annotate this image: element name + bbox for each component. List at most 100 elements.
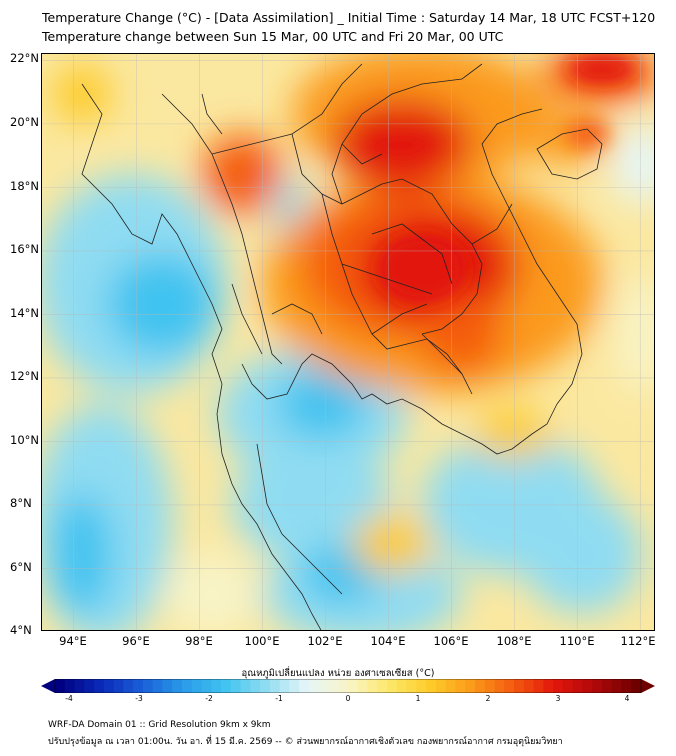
lon-label: 112°E (620, 634, 656, 648)
lat-label: 20°N (10, 115, 39, 129)
colorbar-cell (474, 679, 486, 693)
footer-credit: ปรับปรุงข้อมูล ณ เวลา 01:00น. วัน อา. ที… (48, 737, 563, 747)
colorbar-cell (279, 679, 290, 693)
colorbar-cell (631, 679, 642, 693)
colorbar-cell (162, 679, 173, 693)
map-title: Temperature Change (°C) - [Data Assimila… (42, 10, 656, 25)
colorbar-cell (514, 679, 525, 693)
colorbar (41, 679, 655, 693)
colorbar-cell (328, 679, 339, 693)
lon-label: 98°E (185, 634, 213, 648)
colorbar-cell (181, 679, 193, 693)
colorbar-cell (387, 679, 398, 693)
colorbar-cell (308, 679, 320, 693)
colorbar-cell (562, 679, 574, 693)
lon-label: 102°E (307, 634, 343, 648)
temperature-change-map (41, 53, 655, 631)
colorbar-cell (465, 679, 476, 693)
colorbar-cell (435, 679, 447, 693)
colorbar-cell (289, 679, 300, 693)
colorbar-max-arrow (641, 679, 655, 693)
coastlines-and-borders (81, 63, 603, 630)
colorbar-cell (142, 679, 154, 693)
colorbar-cell (582, 679, 593, 693)
colorbar-cell (74, 679, 85, 693)
temperature-field (42, 54, 654, 630)
colorbar-cell (396, 679, 408, 693)
colorbar-cell (269, 679, 281, 693)
colorbar-cell (211, 679, 222, 693)
colorbar-cell (103, 679, 115, 693)
lon-label: 104°E (370, 634, 406, 648)
colorbar-cell (445, 679, 456, 693)
colorbar-tick: -4 (65, 694, 73, 703)
colorbar-tick: -1 (275, 694, 283, 703)
lon-label: 106°E (433, 634, 469, 648)
lat-label: 18°N (10, 179, 39, 193)
map-canvas (42, 54, 654, 630)
colorbar-cell (230, 679, 242, 693)
colorbar-cell (533, 679, 544, 693)
lon-label: 96°E (122, 634, 150, 648)
temperature-peaks (377, 54, 637, 304)
colorbar-cell (201, 679, 212, 693)
gridlines (42, 54, 654, 630)
colorbar-cell (260, 679, 271, 693)
lat-label: 10°N (10, 433, 39, 447)
colorbar-cell (377, 679, 388, 693)
lon-label: 100°E (244, 634, 280, 648)
colorbar-cell (426, 679, 437, 693)
lon-label: 110°E (559, 634, 595, 648)
colorbar-cell (592, 679, 603, 693)
colorbar-cell (523, 679, 535, 693)
colorbar-cell (348, 679, 359, 693)
colorbar-cell (553, 679, 564, 693)
colorbar-cell (55, 679, 66, 693)
lat-label: 22°N (10, 51, 39, 65)
colorbar-cell (621, 679, 632, 693)
colorbar-tick: -3 (135, 694, 143, 703)
colorbar-cell (484, 679, 495, 693)
colorbar-cell (94, 679, 105, 693)
colorbar-cell (123, 679, 134, 693)
colorbar-cell (84, 679, 95, 693)
colorbar-cell (572, 679, 583, 693)
colorbar-cell (611, 679, 622, 693)
footer-model-info: WRF-DA Domain 01 :: Grid Resolution 9km … (48, 720, 271, 730)
colorbar-cell (338, 679, 349, 693)
colorbar-tick: -2 (205, 694, 213, 703)
colorbar-cell (172, 679, 183, 693)
colorbar-title: อุณหภูมิเปลี่ยนแปลง หน่วย องศาเซลเซียส (… (241, 668, 435, 679)
colorbar-tick: 0 (345, 694, 351, 703)
colorbar-cell (64, 679, 76, 693)
colorbar-cell (318, 679, 329, 693)
colorbar-cell (299, 679, 310, 693)
colorbar-cell (221, 679, 232, 693)
colorbar-cell (240, 679, 251, 693)
colorbar-cell (133, 679, 144, 693)
lat-label: 16°N (10, 242, 39, 256)
colorbar-cell (406, 679, 417, 693)
lat-label: 14°N (10, 306, 39, 320)
colorbar-cell (601, 679, 613, 693)
lat-label: 6°N (10, 560, 32, 574)
lat-label: 12°N (10, 369, 39, 383)
lat-label: 8°N (10, 496, 32, 510)
colorbar-cell (250, 679, 261, 693)
colorbar-tick: 2 (485, 694, 491, 703)
map-subtitle: Temperature change between Sun 15 Mar, 0… (42, 29, 504, 44)
colorbar-tick: 3 (555, 694, 561, 703)
colorbar-cell (191, 679, 202, 693)
colorbar-tick: 1 (415, 694, 421, 703)
colorbar-cell (455, 679, 466, 693)
colorbar-cell (494, 679, 505, 693)
lon-label: 94°E (59, 634, 87, 648)
lat-label: 4°N (10, 623, 32, 637)
colorbar-cell (367, 679, 378, 693)
colorbar-cell (504, 679, 515, 693)
colorbar-min-arrow (41, 679, 55, 693)
colorbar-cell (152, 679, 163, 693)
colorbar-cell (416, 679, 427, 693)
lon-label: 108°E (496, 634, 532, 648)
colorbar-cell (543, 679, 554, 693)
